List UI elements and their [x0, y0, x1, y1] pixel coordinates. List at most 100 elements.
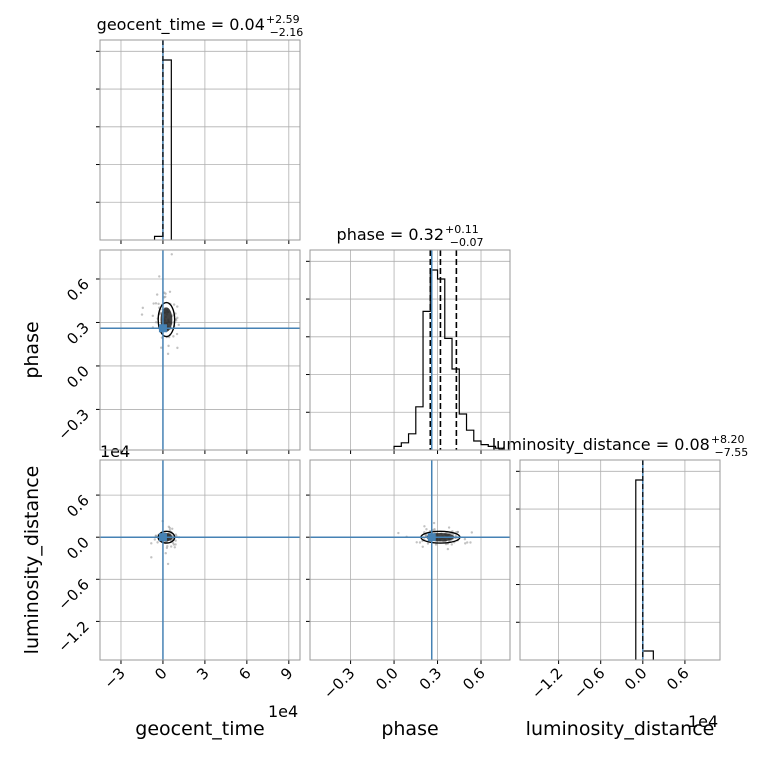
panel-frame-geocent_time-phase: [99, 249, 301, 451]
sample-point-phase-luminosity_distance-44: [454, 534, 457, 538]
sample-point-geocent_time-luminosity_distance-64: [153, 538, 157, 541]
panel-geocent_time-luminosity_distance: −3 0 3 6 9 −1.2 −0.6 0.0 0.6: [54, 459, 301, 692]
sample-point-phase-luminosity_distance-25: [470, 531, 474, 534]
offset-label-geocent-time-x: 1e4: [268, 702, 298, 721]
truth-marker-geocent_time-phase: [158, 324, 167, 333]
sample-point-geocent_time-phase-25: [164, 295, 167, 299]
sample-point-geocent_time-phase-37: [166, 352, 170, 356]
sample-point-geocent_time-phase-52: [163, 291, 166, 294]
sample-point-phase-luminosity_distance-6: [397, 531, 400, 535]
panel-frame-geocent_time-luminosity_distance: [99, 459, 301, 661]
ytick-label-phase-3: 0.6: [63, 275, 93, 305]
offset-label-luminosity-distance-x: 1e4: [688, 712, 718, 731]
sample-point-geocent_time-phase-0: [170, 253, 173, 256]
xtick-label-phase-2: 0.3: [416, 664, 446, 694]
xtick-label-phase-3: 0.6: [459, 664, 489, 694]
sample-point-geocent_time-phase-19: [168, 290, 172, 293]
offset-label-luminosity-distance-y: 1e4: [100, 442, 130, 461]
sample-point-phase-luminosity_distance-28: [464, 542, 467, 545]
ytick-label-luminosity_distance-3: 0.6: [63, 491, 93, 521]
sample-point-phase-luminosity_distance-65: [415, 541, 418, 544]
title-phase: phase = 0.32+0.11 −0.07: [337, 223, 484, 249]
xlabel-phase: phase: [381, 718, 438, 740]
ytick-label-phase-0: −0.3: [54, 406, 92, 444]
ytick-label-luminosity_distance-1: −0.6: [54, 575, 92, 613]
sample-point-phase-luminosity_distance-70: [469, 541, 472, 544]
title-luminosity-distance: luminosity_distance = 0.08+8.20 −7.55: [492, 433, 749, 459]
sample-point-phase-luminosity_distance-19: [425, 528, 428, 531]
panel-geocent_time-geocent_time: [96, 39, 301, 244]
title-geocent-time: geocent_time = 0.04+2.59 −2.16: [97, 13, 304, 39]
xtick-label-phase-0: −0.3: [320, 664, 358, 702]
sample-point-phase-luminosity_distance-72: [463, 537, 467, 541]
sample-point-geocent_time-luminosity_distance-86: [172, 543, 176, 546]
ytick-label-phase-2: 0.3: [63, 319, 93, 349]
ytick-label-luminosity_distance-2: 0.0: [63, 533, 93, 563]
sample-point-geocent_time-phase-76: [141, 306, 145, 310]
sample-point-geocent_time-phase-40: [157, 302, 160, 306]
sample-point-phase-luminosity_distance-53: [432, 521, 436, 525]
ylabel-phase: phase: [21, 321, 43, 378]
panel-frame-luminosity_distance-luminosity_distance: [519, 459, 721, 661]
sample-point-geocent_time-phase-42: [177, 323, 180, 327]
xtick-label-luminosity_distance-2: 0.0: [621, 664, 651, 694]
xtick-label-geocent_time-1: 0: [151, 664, 170, 683]
sample-point-geocent_time-luminosity_distance-13: [169, 545, 173, 548]
panel-frame-phase-phase: [309, 249, 511, 451]
sample-point-geocent_time-luminosity_distance-20: [173, 546, 177, 549]
sample-point-geocent_time-luminosity_distance-71: [156, 541, 159, 544]
panel-luminosity_distance-luminosity_distance: −1.2 −0.6 0.0 0.6: [516, 459, 721, 703]
sample-point-geocent_time-phase-83: [151, 314, 155, 318]
sample-point-geocent_time-phase-74: [154, 302, 158, 305]
sample-point-geocent_time-luminosity_distance-36: [166, 562, 170, 566]
sample-point-geocent_time-luminosity_distance-47: [165, 546, 169, 550]
truth-marker-geocent_time-luminosity_distance: [158, 533, 167, 542]
sample-point-geocent_time-luminosity_distance-26: [164, 552, 167, 555]
sample-point-phase-luminosity_distance-40: [423, 525, 426, 528]
sample-point-geocent_time-phase-44: [175, 332, 179, 336]
sample-point-geocent_time-phase-2: [167, 344, 170, 348]
xtick-label-luminosity_distance-3: 0.6: [663, 664, 693, 694]
xtick-label-luminosity_distance-0: −1.2: [528, 664, 566, 702]
sample-point-geocent_time-luminosity_distance-74: [174, 539, 177, 542]
truth-marker-phase-luminosity_distance: [427, 533, 436, 542]
sample-point-phase-luminosity_distance-50: [433, 527, 436, 531]
sample-point-geocent_time-luminosity_distance-15: [150, 542, 153, 545]
sample-point-geocent_time-phase-53: [158, 275, 161, 278]
xlabel-luminosity-distance: luminosity_distance: [526, 718, 715, 740]
panel-geocent_time-phase: −0.3 0.0 0.3 0.6: [54, 249, 301, 454]
panel-frame-phase-luminosity_distance: [309, 459, 511, 661]
xlabel-geocent-time: geocent_time: [135, 718, 264, 740]
contour-outer-geocent_time-phase: [157, 301, 176, 338]
sample-point-phase-luminosity_distance-84: [466, 541, 469, 544]
histogram-phase: [393, 269, 504, 450]
xtick-label-geocent_time-3: 6: [235, 664, 254, 683]
panel-phase-phase: [306, 249, 511, 454]
sample-point-geocent_time-phase-78: [176, 305, 179, 308]
xtick-label-phase-1: 0.0: [372, 664, 402, 694]
xtick-label-luminosity_distance-1: −0.6: [570, 664, 608, 702]
sample-point-geocent_time-phase-54: [174, 319, 178, 322]
sample-point-geocent_time-luminosity_distance-73: [168, 529, 172, 532]
ytick-label-phase-1: 0.0: [63, 362, 93, 392]
sample-point-geocent_time-phase-27: [172, 303, 176, 306]
sample-point-geocent_time-luminosity_distance-89: [167, 525, 171, 528]
ytick-label-luminosity_distance-0: −1.2: [54, 618, 92, 656]
sample-point-geocent_time-phase-59: [160, 346, 163, 349]
sample-point-geocent_time-phase-77: [172, 335, 175, 338]
sample-point-phase-luminosity_distance-60: [418, 541, 422, 544]
sample-point-phase-luminosity_distance-42: [434, 543, 438, 546]
sample-point-phase-luminosity_distance-69: [450, 543, 453, 546]
sample-point-geocent_time-luminosity_distance-49: [150, 556, 153, 559]
sample-point-phase-luminosity_distance-41: [426, 542, 430, 545]
sample-point-phase-luminosity_distance-63: [446, 547, 450, 551]
sample-point-geocent_time-luminosity_distance-70: [171, 527, 174, 530]
sample-point-geocent_time-phase-48: [152, 302, 155, 305]
ylabel-luminosity-distance: luminosity_distance: [21, 466, 43, 655]
sample-point-geocent_time-phase-47: [176, 346, 179, 350]
panel-frame-geocent_time-geocent_time: [99, 39, 301, 241]
xtick-label-geocent_time-2: 3: [193, 664, 212, 683]
xtick-label-geocent_time-0: −3: [100, 664, 128, 692]
xtick-label-geocent_time-4: 9: [277, 664, 296, 683]
